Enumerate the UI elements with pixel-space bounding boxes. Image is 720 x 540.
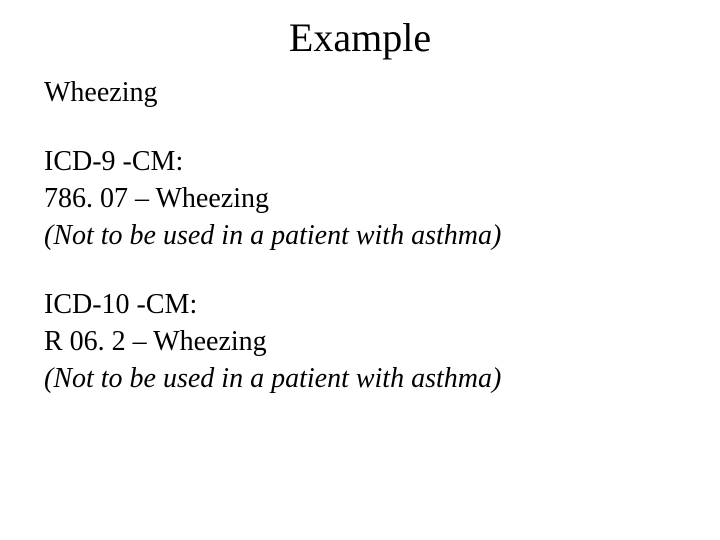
slide-body: Wheezing ICD-9 -CM: 786. 07 – Wheezing (… — [44, 75, 676, 398]
icd10-note: (Not to be used in a patient with asthma… — [44, 361, 676, 398]
icd9-label: ICD-9 -CM: — [44, 144, 676, 181]
slide-title: Example — [44, 14, 676, 61]
condition-block: Wheezing — [44, 75, 676, 112]
icd9-block: ICD-9 -CM: 786. 07 – Wheezing (Not to be… — [44, 144, 676, 255]
icd9-note: (Not to be used in a patient with asthma… — [44, 218, 676, 255]
icd10-label: ICD-10 -CM: — [44, 287, 676, 324]
condition-name: Wheezing — [44, 75, 676, 112]
icd9-code-line: 786. 07 – Wheezing — [44, 181, 676, 218]
slide: Example Wheezing ICD-9 -CM: 786. 07 – Wh… — [0, 0, 720, 540]
icd10-block: ICD-10 -CM: R 06. 2 – Wheezing (Not to b… — [44, 287, 676, 398]
icd10-code-line: R 06. 2 – Wheezing — [44, 324, 676, 361]
